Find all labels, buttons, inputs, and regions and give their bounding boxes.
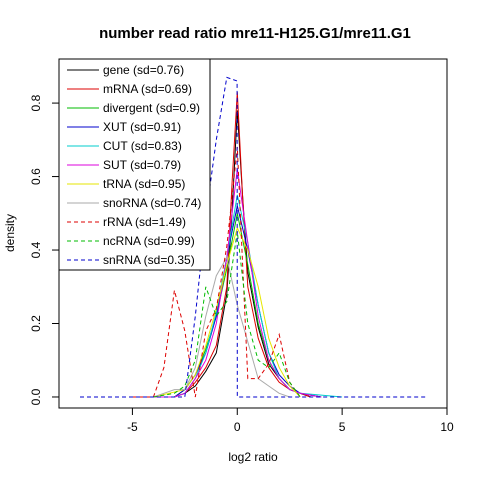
series-line-9 — [132, 147, 301, 398]
x-tick-label: 10 — [440, 420, 454, 434]
legend-entry: ncRNA (sd=0.99) — [103, 234, 195, 248]
chart-title: number read ratio mre11-H125.G1/mre11.G1 — [99, 25, 411, 42]
series-line-8 — [153, 256, 290, 398]
x-tick-label: 0 — [234, 420, 241, 434]
x-tick-label: -5 — [127, 420, 138, 434]
legend-entry: snoRNA (sd=0.74) — [103, 196, 201, 210]
legend-entry: snRNA (sd=0.35) — [103, 253, 195, 267]
legend-entry: XUT (sd=0.91) — [103, 120, 181, 134]
legend-entry: divergent (sd=0.9) — [103, 101, 200, 115]
legend-entry: gene (sd=0.76) — [103, 63, 184, 77]
y-tick-label: 0.6 — [29, 168, 43, 185]
y-axis-label: density — [3, 214, 17, 252]
legend-entry: rRNA (sd=1.49) — [103, 215, 186, 229]
x-axis-label: log2 ratio — [228, 450, 278, 464]
legend-entry: SUT (sd=0.79) — [103, 158, 181, 172]
legend-entry: mRNA (sd=0.69) — [103, 82, 192, 96]
legend: gene (sd=0.76) mRNA (sd=0.69) divergent (s… — [58, 58, 211, 271]
series-line-7 — [153, 226, 301, 398]
y-axis: 0.0 0.2 0.4 0.6 0.8 — [29, 94, 60, 405]
legend-entry: CUT (sd=0.83) — [103, 139, 182, 153]
plot-area — [80, 76, 426, 398]
y-tick-label: 0.8 — [29, 94, 43, 111]
y-tick-label: 0.4 — [29, 241, 43, 258]
legend-entry: tRNA (sd=0.95) — [103, 177, 185, 191]
y-tick-label: 0.2 — [29, 315, 43, 332]
x-tick-label: 5 — [339, 420, 346, 434]
y-tick-label: 0.0 — [29, 388, 43, 405]
x-axis: -5 0 5 10 — [127, 407, 454, 434]
